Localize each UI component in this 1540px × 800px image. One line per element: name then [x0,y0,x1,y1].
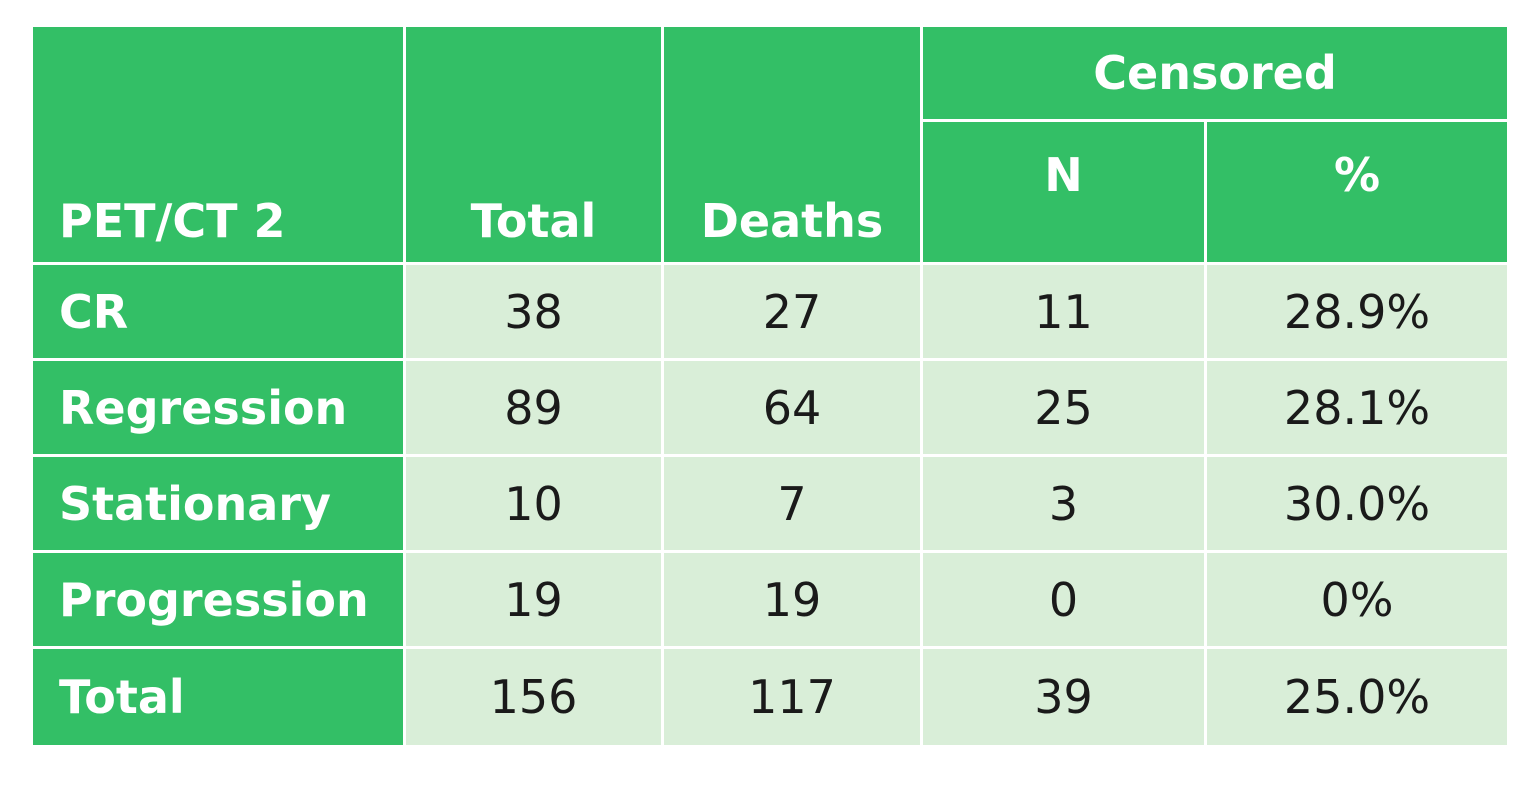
header-cell: N [923,122,1204,262]
data-cell: 25 [923,361,1204,454]
data-cell: 3 [923,457,1204,550]
data-cell: 64 [664,361,920,454]
row-label: Total [33,649,403,745]
data-cell: 156 [406,649,661,745]
data-cell: 27 [664,265,920,358]
data-cell: 0 [923,553,1204,646]
data-cell: 19 [406,553,661,646]
data-cell: 39 [923,649,1204,745]
data-cell: 30.0% [1207,457,1507,550]
data-cell: 11 [923,265,1204,358]
data-cell: 89 [406,361,661,454]
data-cell: 7 [664,457,920,550]
data-cell: 10 [406,457,661,550]
row-label: Progression [33,553,403,646]
data-cell: 28.9% [1207,265,1507,358]
data-cell: 25.0% [1207,649,1507,745]
row-label: Regression [33,361,403,454]
data-cell: 28.1% [1207,361,1507,454]
data-cell: 19 [664,553,920,646]
data-cell: 38 [406,265,661,358]
header-cell: Censored [923,27,1507,119]
header-cell: % [1207,122,1507,262]
header-cell: Deaths [664,27,920,262]
row-label: CR [33,265,403,358]
data-cell: 0% [1207,553,1507,646]
header-cell: PET/CT 2 [33,27,403,262]
data-cell: 117 [664,649,920,745]
header-cell: Total [406,27,661,262]
row-label: Stationary [33,457,403,550]
